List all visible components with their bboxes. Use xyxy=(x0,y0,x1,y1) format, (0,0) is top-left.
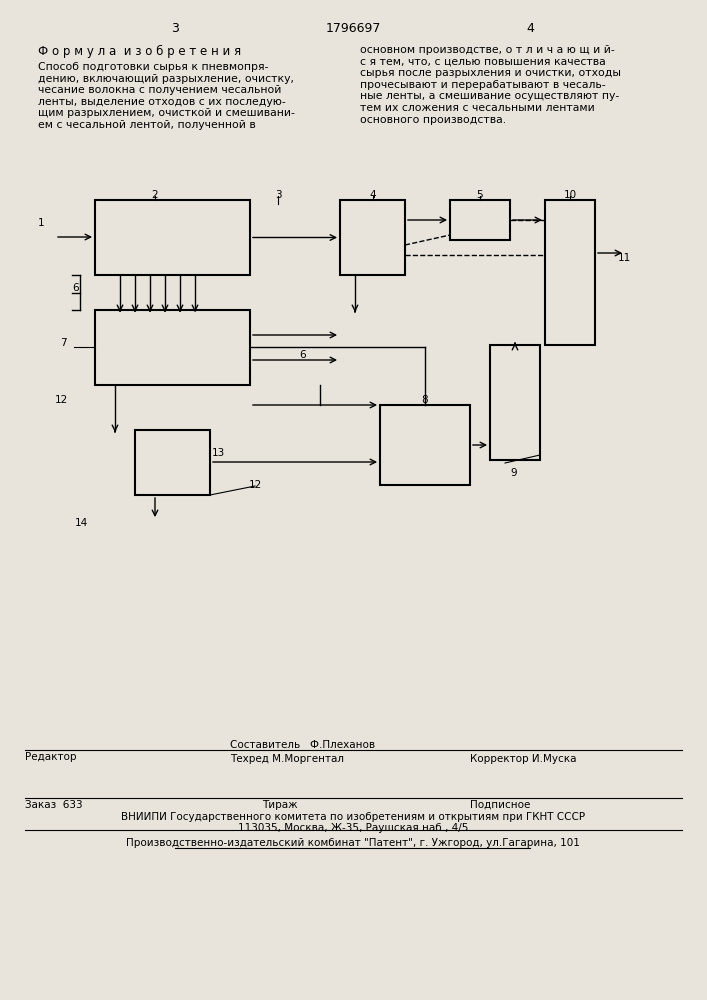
Text: 10: 10 xyxy=(563,190,577,200)
Text: 13: 13 xyxy=(212,448,226,458)
Bar xyxy=(450,200,510,240)
Text: основном производстве, о т л и ч а ю щ и й-
с я тем, что, с целью повышения каче: основном производстве, о т л и ч а ю щ и… xyxy=(360,45,621,125)
Text: 3: 3 xyxy=(171,22,179,35)
Text: 9: 9 xyxy=(510,468,517,478)
Text: 7: 7 xyxy=(60,338,66,348)
Text: 8: 8 xyxy=(421,395,428,405)
Text: 14: 14 xyxy=(75,518,88,528)
Text: Составитель   Ф.Плеханов: Составитель Ф.Плеханов xyxy=(230,740,375,750)
Text: 1: 1 xyxy=(38,218,45,228)
Bar xyxy=(135,430,210,495)
Bar xyxy=(340,200,405,275)
Text: Заказ  633: Заказ 633 xyxy=(25,800,83,810)
Text: Корректор И.Муска: Корректор И.Муска xyxy=(470,754,576,764)
Text: ВНИИПИ Государственного комитета по изобретениям и открытиям при ГКНТ СССР: ВНИИПИ Государственного комитета по изоб… xyxy=(121,812,585,822)
Bar xyxy=(95,200,250,275)
Text: Тираж: Тираж xyxy=(262,800,298,810)
Text: 1796697: 1796697 xyxy=(325,22,380,35)
Text: Техред М.Моргентал: Техред М.Моргентал xyxy=(230,754,344,764)
Text: 12: 12 xyxy=(55,395,69,405)
Text: Редактор: Редактор xyxy=(25,752,76,762)
Bar xyxy=(380,405,470,485)
Text: Ф о р м у л а  и з о б р е т е н и я: Ф о р м у л а и з о б р е т е н и я xyxy=(38,45,241,58)
Text: 6: 6 xyxy=(300,350,306,360)
Text: 12: 12 xyxy=(248,480,262,490)
Text: 113035, Москва, Ж-35, Раушская наб., 4/5: 113035, Москва, Ж-35, Раушская наб., 4/5 xyxy=(238,823,468,833)
Bar xyxy=(490,345,540,460)
Text: Подписное: Подписное xyxy=(470,800,530,810)
Text: 4: 4 xyxy=(370,190,376,200)
Text: Способ подготовки сырья к пневмопря-
дению, включающий разрыхление, очистку,
чес: Способ подготовки сырья к пневмопря- ден… xyxy=(38,62,295,130)
Text: Производственно-издательский комбинат "Патент", г. Ужгород, ул.Гагарина, 101: Производственно-издательский комбинат "П… xyxy=(126,838,580,848)
Bar xyxy=(545,200,595,345)
Text: 3: 3 xyxy=(275,190,281,200)
Text: 4: 4 xyxy=(526,22,534,35)
Bar xyxy=(95,310,250,385)
Text: 5: 5 xyxy=(477,190,484,200)
Text: 11: 11 xyxy=(618,253,631,263)
Text: 2: 2 xyxy=(152,190,158,200)
Text: 6: 6 xyxy=(72,283,78,293)
